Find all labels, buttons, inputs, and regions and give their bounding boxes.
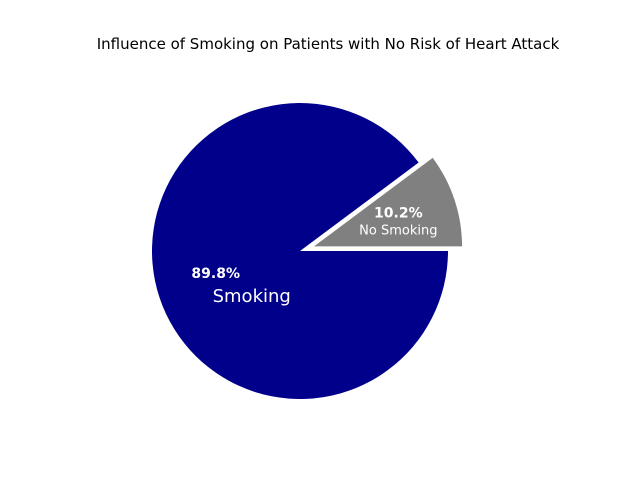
pie-labels: 10.2% No Smoking 89.8% Smoking — [191, 205, 437, 307]
pie-category-label-no-smoking: No Smoking — [359, 223, 437, 238]
pie-slices — [152, 102, 463, 399]
pie-slice-no-smoking — [314, 157, 463, 247]
pie-category-label-smoking: Smoking — [213, 286, 291, 307]
pie-slice-smoking — [152, 102, 449, 399]
pie-percent-label-smoking: 89.8% — [191, 266, 240, 282]
pie-percent-label-no-smoking: 10.2% — [374, 205, 423, 221]
chart-title: Influence of Smoking on Patients with No… — [97, 35, 560, 53]
